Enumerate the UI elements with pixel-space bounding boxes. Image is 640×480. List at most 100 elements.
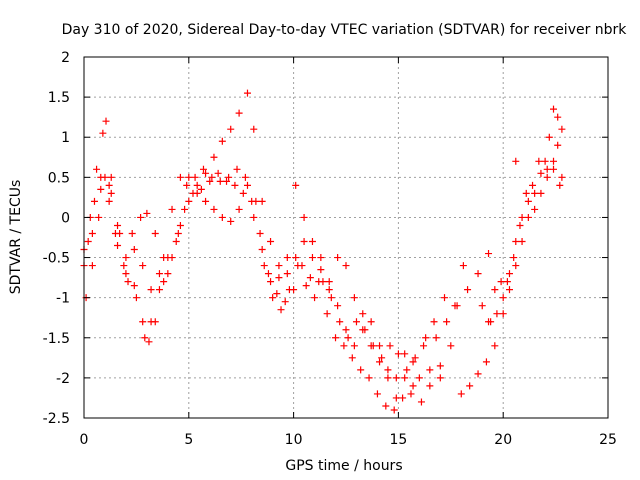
data-point: [334, 302, 342, 310]
data-point: [554, 113, 562, 121]
data-point: [522, 189, 530, 197]
data-point: [466, 382, 474, 390]
data-point: [422, 334, 430, 342]
data-point: [114, 221, 122, 229]
data-point: [243, 89, 251, 97]
data-point: [137, 213, 145, 221]
data-point: [95, 213, 103, 221]
data-point: [493, 310, 501, 318]
data-point: [367, 342, 375, 350]
data-point: [325, 286, 333, 294]
data-point: [392, 374, 400, 382]
data-point: [141, 334, 149, 342]
data-point: [436, 374, 444, 382]
data-point: [227, 217, 235, 225]
data-point: [550, 105, 558, 113]
data-point: [250, 125, 258, 133]
y-tick-label: 1: [61, 130, 70, 146]
data-point: [453, 302, 461, 310]
data-point: [292, 181, 300, 189]
data-point: [340, 342, 348, 350]
data-point: [120, 262, 128, 270]
data-point: [122, 270, 130, 278]
data-point: [218, 213, 226, 221]
data-point: [88, 229, 96, 237]
data-point: [139, 262, 147, 270]
data-point: [543, 173, 551, 181]
data-point: [365, 374, 373, 382]
data-point: [535, 157, 543, 165]
data-point: [399, 394, 407, 402]
series-track-d: [80, 165, 444, 406]
data-point: [409, 382, 417, 390]
data-point: [275, 274, 283, 282]
data-point: [145, 338, 153, 346]
data-point: [474, 270, 482, 278]
series-track-c: [84, 173, 493, 374]
data-point: [185, 173, 193, 181]
data-point: [348, 354, 356, 362]
data-point: [550, 157, 558, 165]
data-point: [411, 354, 419, 362]
data-point: [176, 173, 184, 181]
data-point: [510, 254, 518, 262]
data-point: [139, 318, 147, 326]
data-point: [143, 209, 151, 217]
data-point: [373, 390, 381, 398]
data-point: [160, 278, 168, 286]
data-point: [505, 286, 513, 294]
data-point: [350, 342, 358, 350]
data-point: [426, 382, 434, 390]
data-point: [545, 133, 553, 141]
y-tick-label: -2: [56, 371, 70, 387]
data-point: [218, 137, 226, 145]
data-point: [382, 402, 390, 410]
data-point: [231, 181, 239, 189]
plot-frame: [83, 56, 609, 419]
data-point: [531, 205, 539, 213]
x-tick-label: 25: [599, 432, 617, 448]
data-point: [342, 326, 350, 334]
x-axis-label: GPS time / hours: [285, 458, 402, 474]
data-point: [457, 390, 465, 398]
grid: [84, 57, 608, 418]
data-point: [208, 173, 216, 181]
data-point: [441, 294, 449, 302]
data-point: [164, 270, 172, 278]
data-point: [491, 286, 499, 294]
data-point: [409, 358, 417, 366]
data-point: [111, 229, 119, 237]
data-point: [105, 181, 113, 189]
data-point: [281, 298, 289, 306]
data-point: [210, 205, 218, 213]
data-point: [550, 165, 558, 173]
data-point: [352, 318, 360, 326]
y-tick-label: -0.5: [43, 251, 70, 267]
data-point: [378, 354, 386, 362]
data-point: [181, 205, 189, 213]
data-point: [558, 125, 566, 133]
y-tick-label: -2.5: [43, 411, 70, 427]
data-point: [93, 165, 101, 173]
data-point: [394, 350, 402, 358]
data-point: [541, 157, 549, 165]
data-point: [499, 310, 507, 318]
data-point: [275, 262, 283, 270]
x-tick-label: 15: [389, 432, 407, 448]
data-point: [392, 394, 400, 402]
data-point: [464, 286, 472, 294]
data-point: [252, 197, 260, 205]
data-point: [308, 254, 316, 262]
data-point: [258, 197, 266, 205]
x-tick-label: 5: [184, 432, 193, 448]
data-point: [403, 366, 411, 374]
data-point: [233, 165, 241, 173]
data-point: [323, 310, 331, 318]
data-point: [537, 169, 545, 177]
data-point: [164, 254, 172, 262]
data-point: [292, 254, 300, 262]
data-point: [432, 334, 440, 342]
data-point: [155, 270, 163, 278]
data-point: [344, 334, 352, 342]
